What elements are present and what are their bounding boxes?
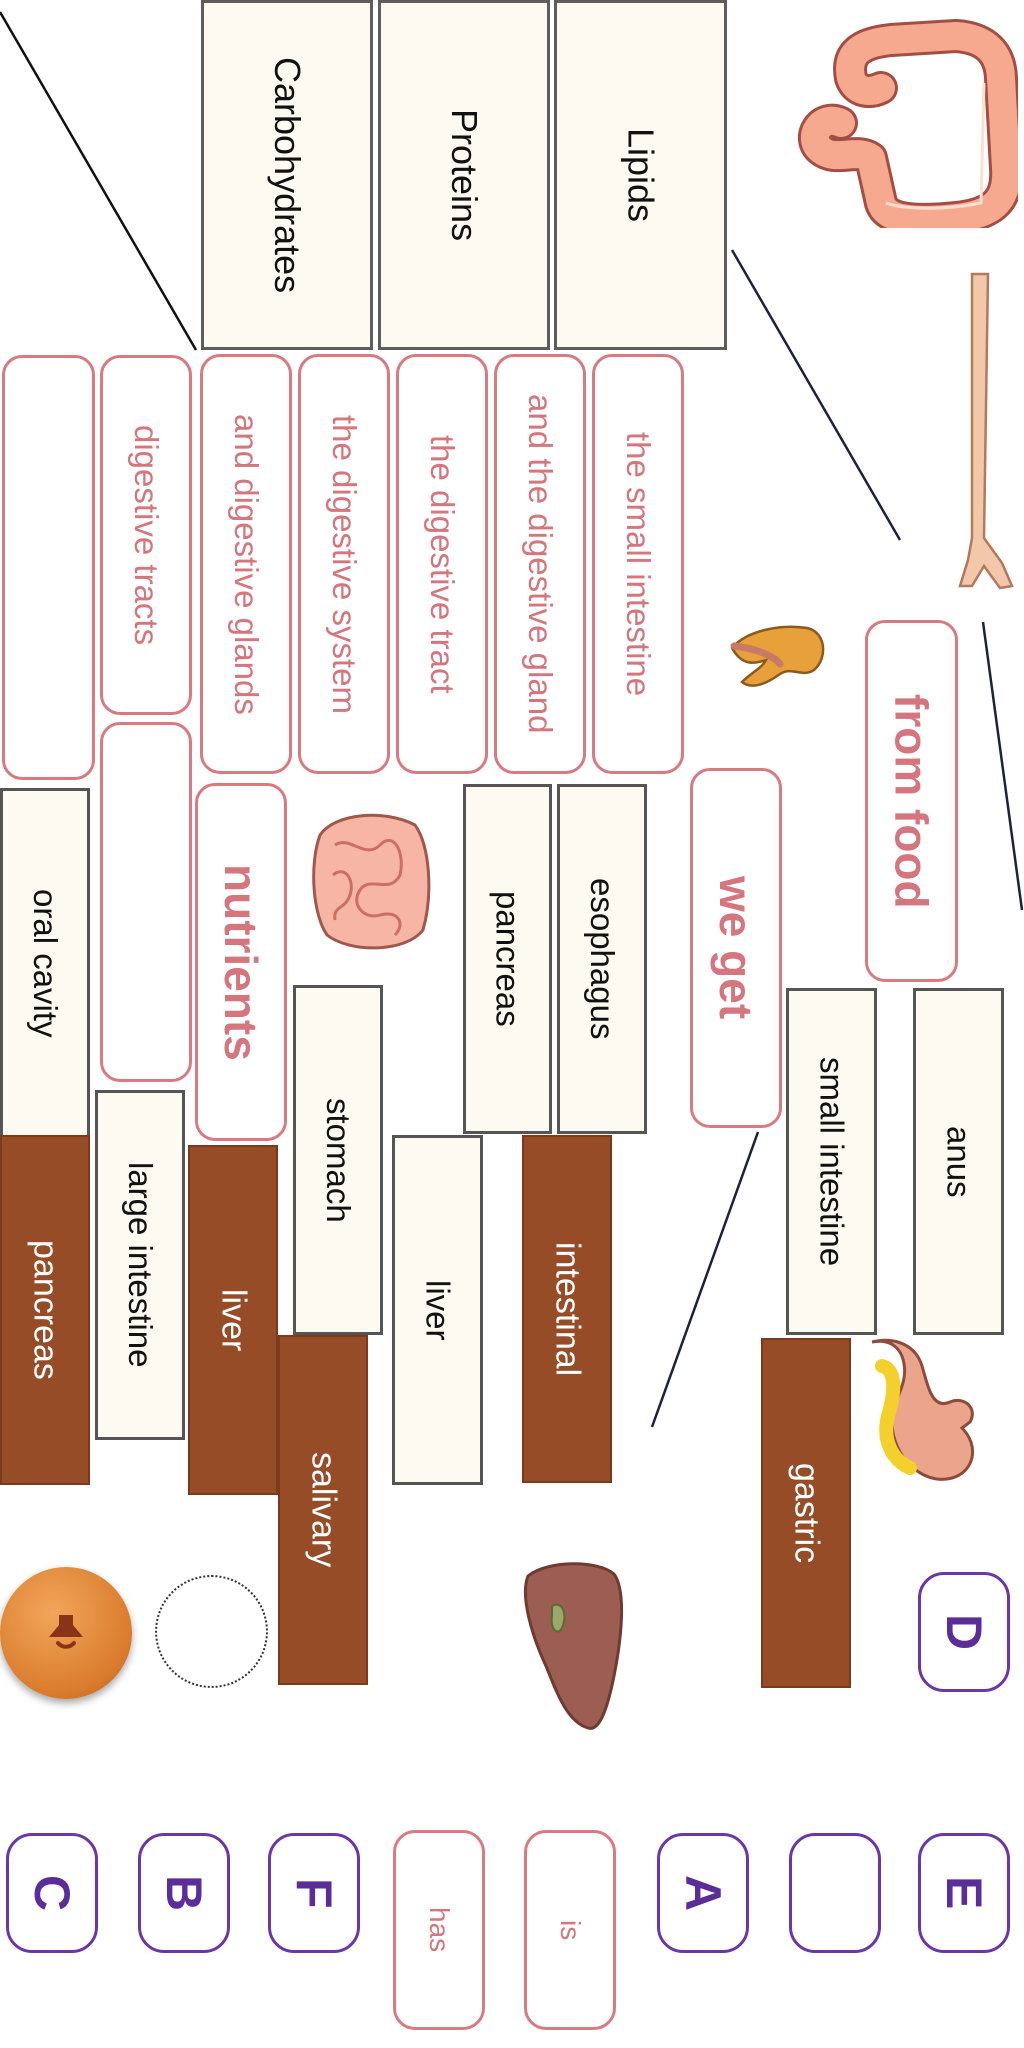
word-stomach[interactable]: stomach: [293, 985, 383, 1335]
letter-button-e[interactable]: E: [918, 1833, 1010, 1953]
phrase-the-small-intestine[interactable]: the small intestine: [592, 354, 684, 774]
gland-salivary[interactable]: salivary: [278, 1335, 368, 1685]
empty-phrase-slot[interactable]: [100, 722, 192, 1082]
letter-button-d[interactable]: D: [918, 1572, 1010, 1692]
gland-gastric[interactable]: gastric: [761, 1338, 851, 1688]
connector-line: [650, 1131, 760, 1428]
phrase-nutrients[interactable]: nutrients: [195, 783, 287, 1141]
connector-line: [730, 249, 902, 541]
phrase-digestive-tracts[interactable]: digestive tracts: [100, 355, 192, 715]
empty-phrase-slot[interactable]: [2, 355, 95, 780]
stomach-icon: [871, 1338, 974, 1481]
connector-line: [0, 11, 198, 351]
letter-button-f[interactable]: F: [268, 1833, 360, 1953]
gland-pancreas[interactable]: pancreas: [0, 1135, 90, 1485]
phrase-is[interactable]: is: [524, 1830, 616, 2030]
letter-button-b[interactable]: B: [138, 1833, 230, 1953]
category-proteins[interactable]: Proteins: [378, 0, 550, 350]
pancreas-icon: [730, 625, 825, 687]
small-intestine-icon: [312, 813, 431, 950]
phrase-has[interactable]: has: [393, 1830, 485, 2030]
phrase-from-food[interactable]: from food: [865, 620, 958, 982]
phrase-and-the-digestive-gland[interactable]: and the digestive gland: [494, 354, 586, 774]
esophagus-icon: [958, 272, 1014, 590]
phrase-the-digestive-tract[interactable]: the digestive tract: [396, 354, 488, 774]
large-intestine-icon: [798, 19, 1018, 228]
word-small-intestine[interactable]: small intestine: [786, 988, 877, 1335]
word-esophagus[interactable]: esophagus: [557, 784, 647, 1134]
gland-intestinal[interactable]: intestinal: [522, 1135, 612, 1483]
gland-liver[interactable]: liver: [188, 1145, 278, 1495]
liver-icon: [523, 1562, 624, 1730]
speaker-icon: [49, 1615, 83, 1649]
connector-line: [981, 621, 1024, 911]
category-lipids[interactable]: Lipids: [554, 0, 727, 350]
word-large-intestine[interactable]: large intestine: [95, 1090, 185, 1440]
phrase-the-digestive-system[interactable]: the digestive system: [298, 354, 390, 774]
sound-button[interactable]: [0, 1567, 132, 1699]
empty-letter-slot[interactable]: [789, 1833, 881, 1953]
word-oral-cavity[interactable]: oral cavity: [0, 788, 90, 1138]
word-pancreas[interactable]: pancreas: [463, 784, 552, 1134]
phrase-we-get[interactable]: we get: [690, 768, 782, 1128]
drop-circle-slot[interactable]: [155, 1575, 268, 1688]
category-carbohydrates[interactable]: Carbohydrates: [201, 0, 373, 350]
phrase-and-digestive-glands[interactable]: and digestive glands: [200, 354, 292, 774]
word-anus[interactable]: anus: [913, 988, 1004, 1335]
letter-button-a[interactable]: A: [657, 1833, 749, 1953]
word-liver[interactable]: liver: [392, 1135, 483, 1485]
letter-button-c[interactable]: C: [6, 1833, 98, 1953]
